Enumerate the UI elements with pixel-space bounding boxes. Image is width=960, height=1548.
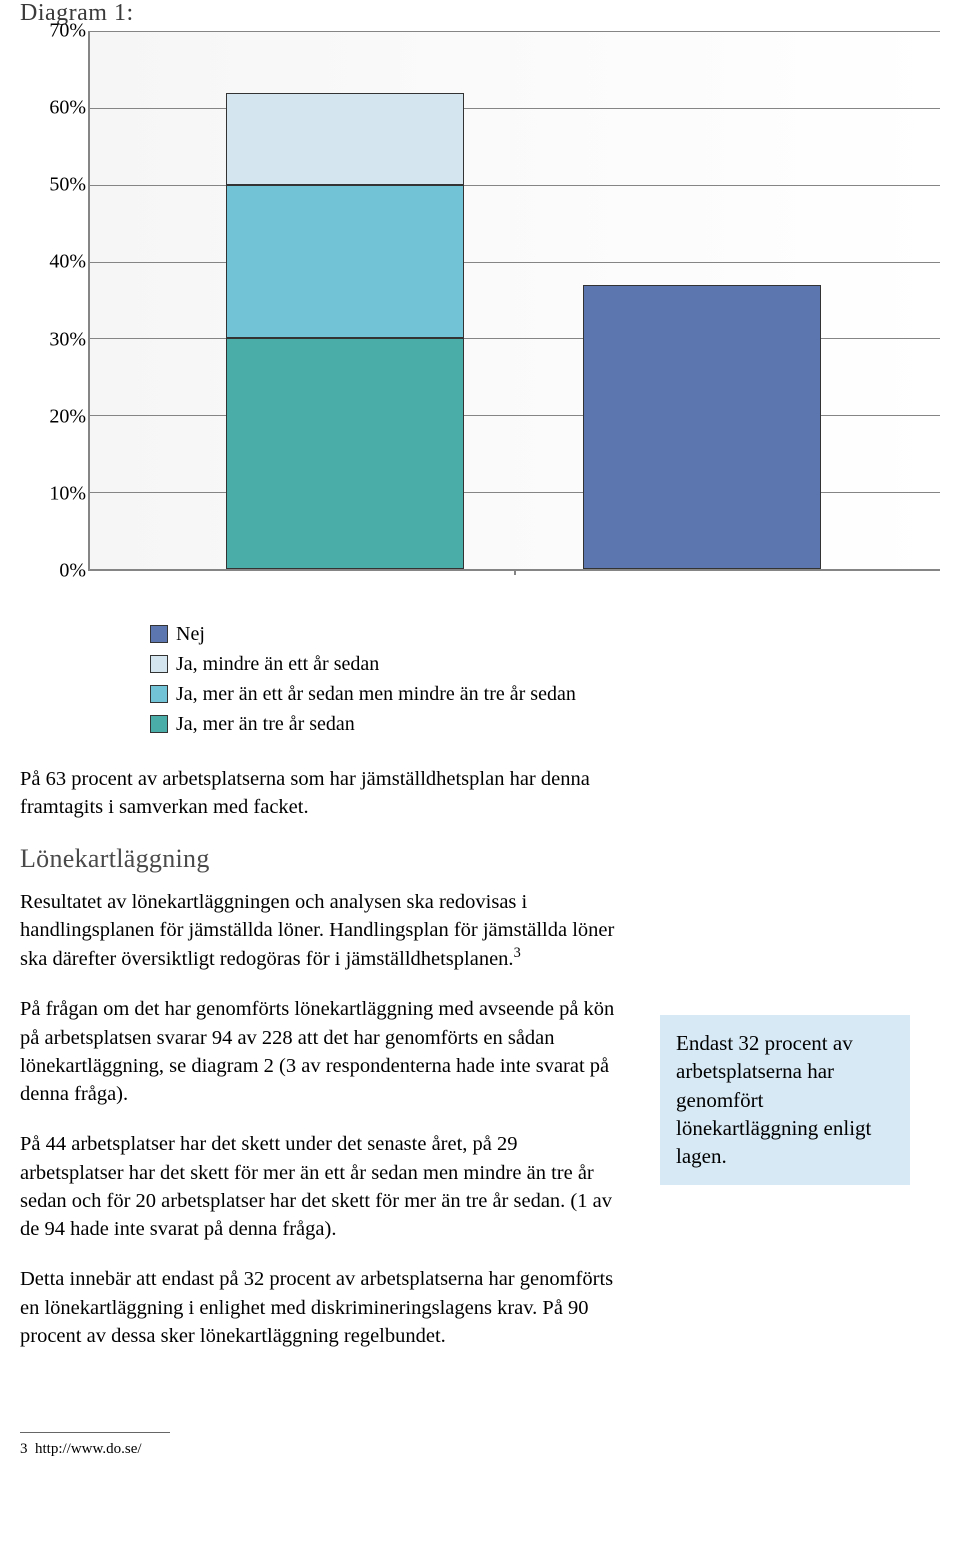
footnote-number: 3 xyxy=(20,1441,28,1457)
y-tick-label: 40% xyxy=(46,251,86,274)
paragraph-2: Resultatet av lönekartläggningen och ana… xyxy=(20,888,620,974)
legend-label: Ja, mer än tre år sedan xyxy=(176,709,355,739)
bar-segment xyxy=(226,338,464,569)
legend-label: Ja, mer än ett år sedan men mindre än tr… xyxy=(176,679,576,709)
diagram-title: Diagram 1: xyxy=(20,0,940,27)
legend-swatch xyxy=(150,715,168,733)
footnote-rule xyxy=(20,1432,170,1433)
y-tick-label: 60% xyxy=(46,97,86,120)
paragraph-4: På 44 arbetsplatser har det skett under … xyxy=(20,1130,620,1243)
y-tick-label: 50% xyxy=(46,174,86,197)
y-tick-label: 0% xyxy=(46,560,86,583)
paragraph-1: På 63 procent av arbetsplatserna som har… xyxy=(20,765,620,822)
paragraph-5: Detta innebär att endast på 32 procent a… xyxy=(20,1265,620,1350)
y-tick-label: 10% xyxy=(46,482,86,505)
paragraph-3: På frågan om det har genomförts lönekart… xyxy=(20,995,620,1108)
footnote-3: 3 http://www.do.se/ xyxy=(20,1441,940,1458)
y-tick-label: 70% xyxy=(46,20,86,43)
x-tick xyxy=(514,569,516,575)
legend-item: Nej xyxy=(150,619,940,649)
legend-item: Ja, mer än tre år sedan xyxy=(150,709,940,739)
legend-swatch xyxy=(150,625,168,643)
chart-area: 0%10%20%30%40%50%60%70% xyxy=(52,31,940,601)
bar-segment xyxy=(226,93,464,185)
footnote-text: http://www.do.se/ xyxy=(35,1441,142,1457)
gridline xyxy=(90,262,940,263)
gridline xyxy=(90,31,940,32)
legend-item: Ja, mer än ett år sedan men mindre än tr… xyxy=(150,679,940,709)
bar-segment xyxy=(583,285,821,569)
legend-item: Ja, mindre än ett år sedan xyxy=(150,649,940,679)
paragraph-2-text: Resultatet av lönekartläggningen och ana… xyxy=(20,891,614,970)
callout-box: Endast 32 procent av arbetsplatserna har… xyxy=(660,1015,910,1185)
y-tick-label: 20% xyxy=(46,405,86,428)
legend-swatch xyxy=(150,655,168,673)
chart-legend: NejJa, mindre än ett år sedanJa, mer än … xyxy=(150,619,940,739)
chart-plot xyxy=(88,31,940,571)
footnote-ref-3: 3 xyxy=(514,945,521,961)
section-heading-lonekartlaggning: Lönekartläggning xyxy=(20,844,620,874)
gridline xyxy=(90,185,940,186)
legend-swatch xyxy=(150,685,168,703)
y-tick-label: 30% xyxy=(46,328,86,351)
legend-label: Nej xyxy=(176,619,205,649)
gridline xyxy=(90,108,940,109)
bar-segment xyxy=(226,185,464,339)
legend-label: Ja, mindre än ett år sedan xyxy=(176,649,379,679)
